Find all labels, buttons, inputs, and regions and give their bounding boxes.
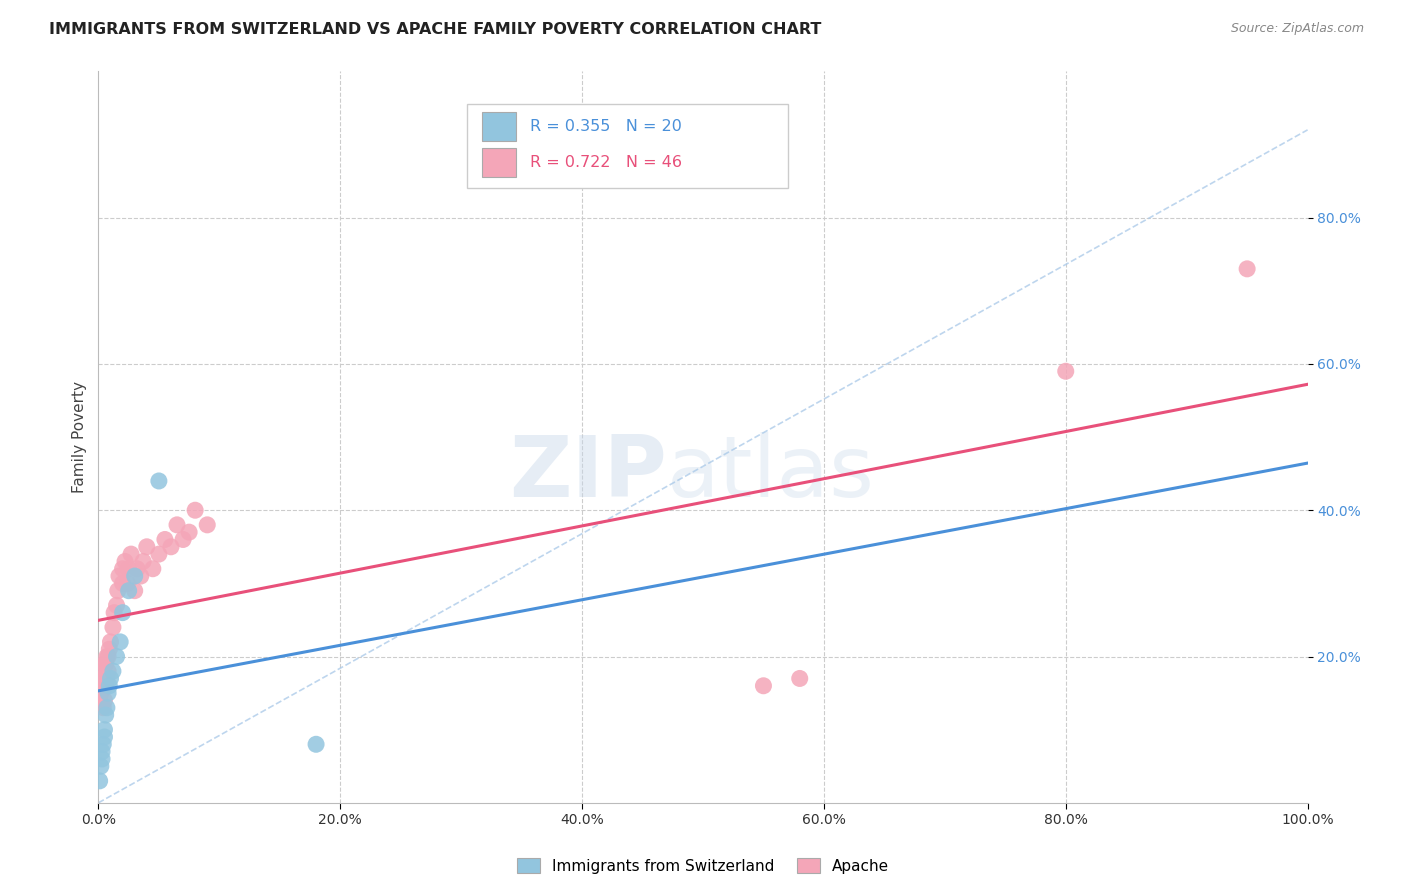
FancyBboxPatch shape xyxy=(467,104,787,188)
Point xyxy=(91,672,114,686)
Text: IMMIGRANTS FROM SWITZERLAND VS APACHE FAMILY POVERTY CORRELATION CHART: IMMIGRANTS FROM SWITZERLAND VS APACHE FA… xyxy=(49,22,821,37)
Point xyxy=(148,474,170,488)
Point xyxy=(90,686,112,700)
Point xyxy=(100,635,122,649)
Point xyxy=(111,562,134,576)
Point xyxy=(96,672,118,686)
Point xyxy=(132,554,155,568)
Text: ZIP: ZIP xyxy=(509,432,666,516)
Point xyxy=(98,642,121,657)
Point xyxy=(108,635,131,649)
Point xyxy=(111,606,134,620)
Point xyxy=(195,517,218,532)
Point xyxy=(105,649,128,664)
Point xyxy=(93,672,115,686)
Point xyxy=(94,657,117,671)
Point xyxy=(160,540,183,554)
Point xyxy=(111,576,134,591)
Point xyxy=(91,737,114,751)
Point xyxy=(153,533,176,547)
Text: Source: ZipAtlas.com: Source: ZipAtlas.com xyxy=(1230,22,1364,36)
FancyBboxPatch shape xyxy=(482,112,516,141)
Point xyxy=(96,649,118,664)
Point xyxy=(97,664,120,678)
Point xyxy=(120,547,142,561)
Point xyxy=(94,708,117,723)
Point xyxy=(105,599,128,613)
Point xyxy=(148,547,170,561)
Point xyxy=(90,759,112,773)
Point xyxy=(127,562,149,576)
Point xyxy=(1236,261,1258,276)
Point xyxy=(179,525,201,540)
Point xyxy=(91,745,114,759)
Point xyxy=(103,606,125,620)
Point xyxy=(89,693,111,707)
Point xyxy=(89,773,111,788)
Y-axis label: Family Poverty: Family Poverty xyxy=(72,381,87,493)
Point xyxy=(142,562,165,576)
Point xyxy=(114,554,136,568)
Point xyxy=(166,517,188,532)
Point xyxy=(124,569,146,583)
Point xyxy=(118,583,141,598)
Point xyxy=(129,569,152,583)
Point xyxy=(108,569,131,583)
Point xyxy=(101,620,124,634)
Point xyxy=(98,679,121,693)
Point xyxy=(97,686,120,700)
Point xyxy=(94,679,117,693)
Point xyxy=(91,700,114,714)
Point xyxy=(752,679,775,693)
Point xyxy=(91,752,114,766)
Point xyxy=(1054,364,1077,378)
Point xyxy=(97,649,120,664)
Point xyxy=(172,533,194,547)
Point xyxy=(124,583,146,598)
Point xyxy=(100,672,122,686)
Point xyxy=(93,657,115,671)
Point xyxy=(91,679,114,693)
Point xyxy=(305,737,328,751)
Point xyxy=(789,672,811,686)
Legend: Immigrants from Switzerland, Apache: Immigrants from Switzerland, Apache xyxy=(510,852,896,880)
Point xyxy=(96,700,118,714)
Point xyxy=(117,576,139,591)
Point xyxy=(93,730,115,744)
Text: atlas: atlas xyxy=(666,432,875,516)
Point xyxy=(107,583,129,598)
Point xyxy=(93,723,115,737)
Text: R = 0.722   N = 46: R = 0.722 N = 46 xyxy=(530,155,682,170)
Point xyxy=(101,664,124,678)
Point xyxy=(135,540,157,554)
Point xyxy=(91,664,114,678)
Text: R = 0.355   N = 20: R = 0.355 N = 20 xyxy=(530,119,682,134)
FancyBboxPatch shape xyxy=(482,148,516,178)
Point xyxy=(118,562,141,576)
Point xyxy=(184,503,207,517)
Point xyxy=(93,693,115,707)
